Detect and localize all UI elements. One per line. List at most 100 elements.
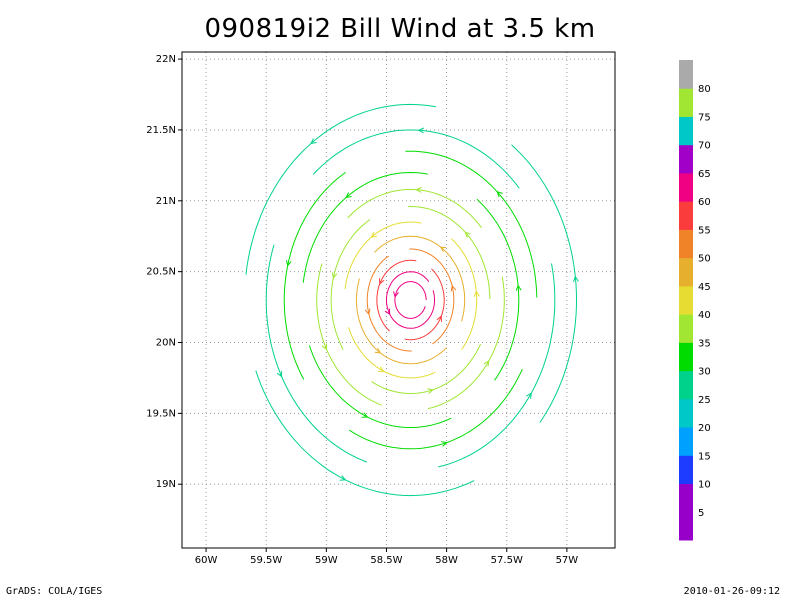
streamline-arrow <box>515 284 522 291</box>
colorbar-swatch <box>679 88 693 117</box>
x-tick-label: 58.5W <box>370 555 402 566</box>
y-axis: 19N 19.5N 20N 20.5N 21N 21.5N 22N <box>146 54 182 490</box>
y-tick-label: 20N <box>156 338 176 349</box>
streamline <box>330 219 371 350</box>
streamline-arrow <box>384 308 391 316</box>
colorbar: 5 10 15 20 25 30 35 40 45 50 55 60 65 70 75 80 <box>679 60 711 541</box>
plot-frame <box>181 51 616 549</box>
streamline <box>394 281 427 319</box>
x-tick-label: 59W <box>315 555 338 566</box>
y-tick-label: 19N <box>156 479 176 490</box>
streamline-arrow <box>427 388 434 394</box>
colorbar-label: 65 <box>698 169 711 180</box>
colorbar-swatch <box>679 455 693 485</box>
y-tick-label: 20.5N <box>146 267 176 278</box>
x-tick-label: 58W <box>435 555 458 566</box>
streamline-arrow <box>483 360 490 367</box>
streamline-arrow <box>473 290 480 297</box>
streamline-arrow <box>415 187 422 193</box>
streamline-arrow <box>439 246 447 253</box>
streamline-arrow <box>374 347 382 354</box>
colorbar-swatch <box>679 257 693 287</box>
streamline-arrow <box>450 284 457 292</box>
colorbar-label: 55 <box>698 225 711 236</box>
streamline <box>371 343 482 394</box>
streamline-arrow <box>379 278 385 285</box>
colorbar-swatch <box>679 342 693 372</box>
x-tick-label: 57.5W <box>491 555 523 566</box>
streamline-arrow <box>276 370 283 378</box>
colorbar-swatch <box>679 172 693 202</box>
colorbar-label: 40 <box>698 310 711 321</box>
colorbar-label: 25 <box>698 395 711 406</box>
streamline-arrow <box>331 272 338 280</box>
colorbar-label: 70 <box>698 141 711 152</box>
streamline-arrow <box>526 392 532 399</box>
colorbar-label: 20 <box>698 423 711 434</box>
streamline-arrow <box>345 192 352 199</box>
streamline <box>265 244 368 463</box>
streamline-arrow <box>339 475 347 481</box>
colorbar-swatch <box>679 314 693 343</box>
colorbar-label: 35 <box>698 338 711 349</box>
streamline <box>312 129 520 189</box>
footer-credit: GrADS: COLA/IGES <box>6 586 103 597</box>
x-tick-label: 57W <box>556 555 579 566</box>
streamline-arrow <box>572 275 579 283</box>
streamline <box>409 248 455 345</box>
streamline <box>255 370 475 497</box>
y-tick-label: 19.5N <box>146 408 176 419</box>
streamline-arrow <box>436 315 442 322</box>
streamline-arrow <box>441 441 448 447</box>
streamline <box>366 255 412 352</box>
streamline-arrow <box>364 308 371 316</box>
colorbar-label: 75 <box>698 112 711 123</box>
colorbar-swatch <box>679 201 693 230</box>
colorbar-swatch <box>679 285 693 315</box>
y-tick-label: 22N <box>156 54 176 65</box>
streamline-arrow <box>321 343 327 351</box>
colorbar-swatch <box>679 116 693 146</box>
streamline-arrow <box>285 260 292 267</box>
streamline-arrow <box>464 231 471 238</box>
chart-title: 090819i2 Bill Wind at 3.5 km <box>204 14 596 44</box>
colorbar-swatch <box>679 229 693 259</box>
x-tick-label: 60W <box>195 555 218 566</box>
colorbar-swatch <box>679 60 693 89</box>
streamline <box>283 171 346 380</box>
streamline-arrow <box>361 412 369 418</box>
grid <box>182 52 615 548</box>
colorbar-swatch <box>679 398 693 428</box>
colorbar-label: 15 <box>698 451 711 462</box>
x-axis: 60W 59.5W 59W 58.5W 58W 57.5W 57W <box>195 548 579 566</box>
colorbar-swatch <box>679 370 693 400</box>
colorbar-label: 80 <box>698 84 711 95</box>
colorbar-label: 60 <box>698 197 711 208</box>
colorbar-swatch <box>679 511 693 541</box>
colorbar-label: 30 <box>698 367 711 378</box>
streamline-arrow <box>378 366 385 373</box>
streamlines <box>245 103 579 497</box>
streamline-arrow <box>310 138 317 145</box>
colorbar-label: 10 <box>698 480 711 491</box>
streamline <box>476 198 520 381</box>
x-tick-label: 59.5W <box>250 555 282 566</box>
streamline <box>438 263 556 468</box>
colorbar-label: 5 <box>698 508 704 519</box>
colorbar-swatch <box>679 427 693 456</box>
streamline <box>404 268 445 341</box>
y-tick-label: 21N <box>156 196 176 207</box>
footer-timestamp: 2010-01-26-09:12 <box>683 586 780 597</box>
streamline <box>348 327 436 379</box>
streamline-arrow <box>417 127 425 134</box>
colorbar-swatch <box>679 483 693 513</box>
colorbar-label: 45 <box>698 282 711 293</box>
streamline-arrow <box>496 191 503 198</box>
colorbar-swatch <box>679 144 693 174</box>
streamline <box>386 271 435 329</box>
streamline-arrow <box>370 231 378 238</box>
y-tick-label: 21.5N <box>146 125 176 136</box>
streamline <box>376 259 417 332</box>
colorbar-label: 50 <box>698 254 711 265</box>
